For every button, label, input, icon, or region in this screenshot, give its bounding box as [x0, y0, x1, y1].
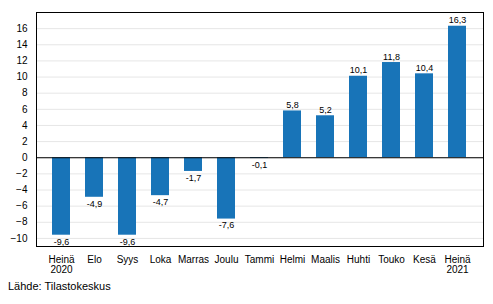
svg-text:-7,6: -7,6 — [219, 220, 235, 230]
svg-text:-4,9: -4,9 — [87, 199, 103, 209]
svg-text:−10: −10 — [11, 233, 28, 244]
svg-text:Touko: Touko — [378, 254, 405, 265]
svg-text:Joulu: Joulu — [215, 254, 239, 265]
svg-text:16: 16 — [16, 23, 28, 34]
svg-text:−2: −2 — [16, 168, 28, 179]
svg-text:Kesä: Kesä — [413, 254, 436, 265]
svg-text:Heinä2020: Heinä2020 — [48, 254, 75, 275]
svg-text:Loka: Loka — [150, 254, 172, 265]
svg-text:0: 0 — [22, 152, 28, 163]
svg-text:Huhti: Huhti — [347, 254, 370, 265]
svg-text:14: 14 — [16, 39, 28, 50]
svg-text:Marras: Marras — [178, 254, 209, 265]
svg-text:-0,1: -0,1 — [252, 160, 268, 170]
svg-text:8: 8 — [22, 87, 28, 98]
svg-text:Elo: Elo — [87, 254, 102, 265]
svg-text:Heinä2021: Heinä2021 — [444, 254, 471, 275]
svg-text:Tammi: Tammi — [245, 254, 274, 265]
svg-text:Helmi: Helmi — [280, 254, 306, 265]
svg-text:16,3: 16,3 — [449, 15, 467, 25]
svg-text:4: 4 — [22, 120, 28, 131]
svg-text:10: 10 — [16, 71, 28, 82]
svg-text:-1,7: -1,7 — [186, 173, 202, 183]
svg-text:10,4: 10,4 — [416, 63, 434, 73]
svg-text:11,8: 11,8 — [383, 52, 400, 62]
svg-text:-9,6: -9,6 — [120, 237, 136, 247]
svg-text:-9,6: -9,6 — [54, 237, 70, 247]
svg-text:12: 12 — [16, 55, 28, 66]
svg-text:Syys: Syys — [117, 254, 139, 265]
svg-text:6: 6 — [22, 104, 28, 115]
svg-text:-4,7: -4,7 — [153, 197, 169, 207]
svg-text:−6: −6 — [16, 200, 28, 211]
svg-text:5,2: 5,2 — [319, 105, 332, 115]
svg-text:10,1: 10,1 — [350, 65, 368, 75]
svg-text:−8: −8 — [16, 216, 28, 227]
svg-text:5,8: 5,8 — [286, 100, 299, 110]
html-text:Lähde: Tilastokeskus: Lähde: Tilastokeskus — [8, 280, 111, 292]
svg-text:−4: −4 — [16, 184, 28, 195]
svg-text:Maalis: Maalis — [311, 254, 340, 265]
svg-text:2: 2 — [22, 136, 28, 147]
